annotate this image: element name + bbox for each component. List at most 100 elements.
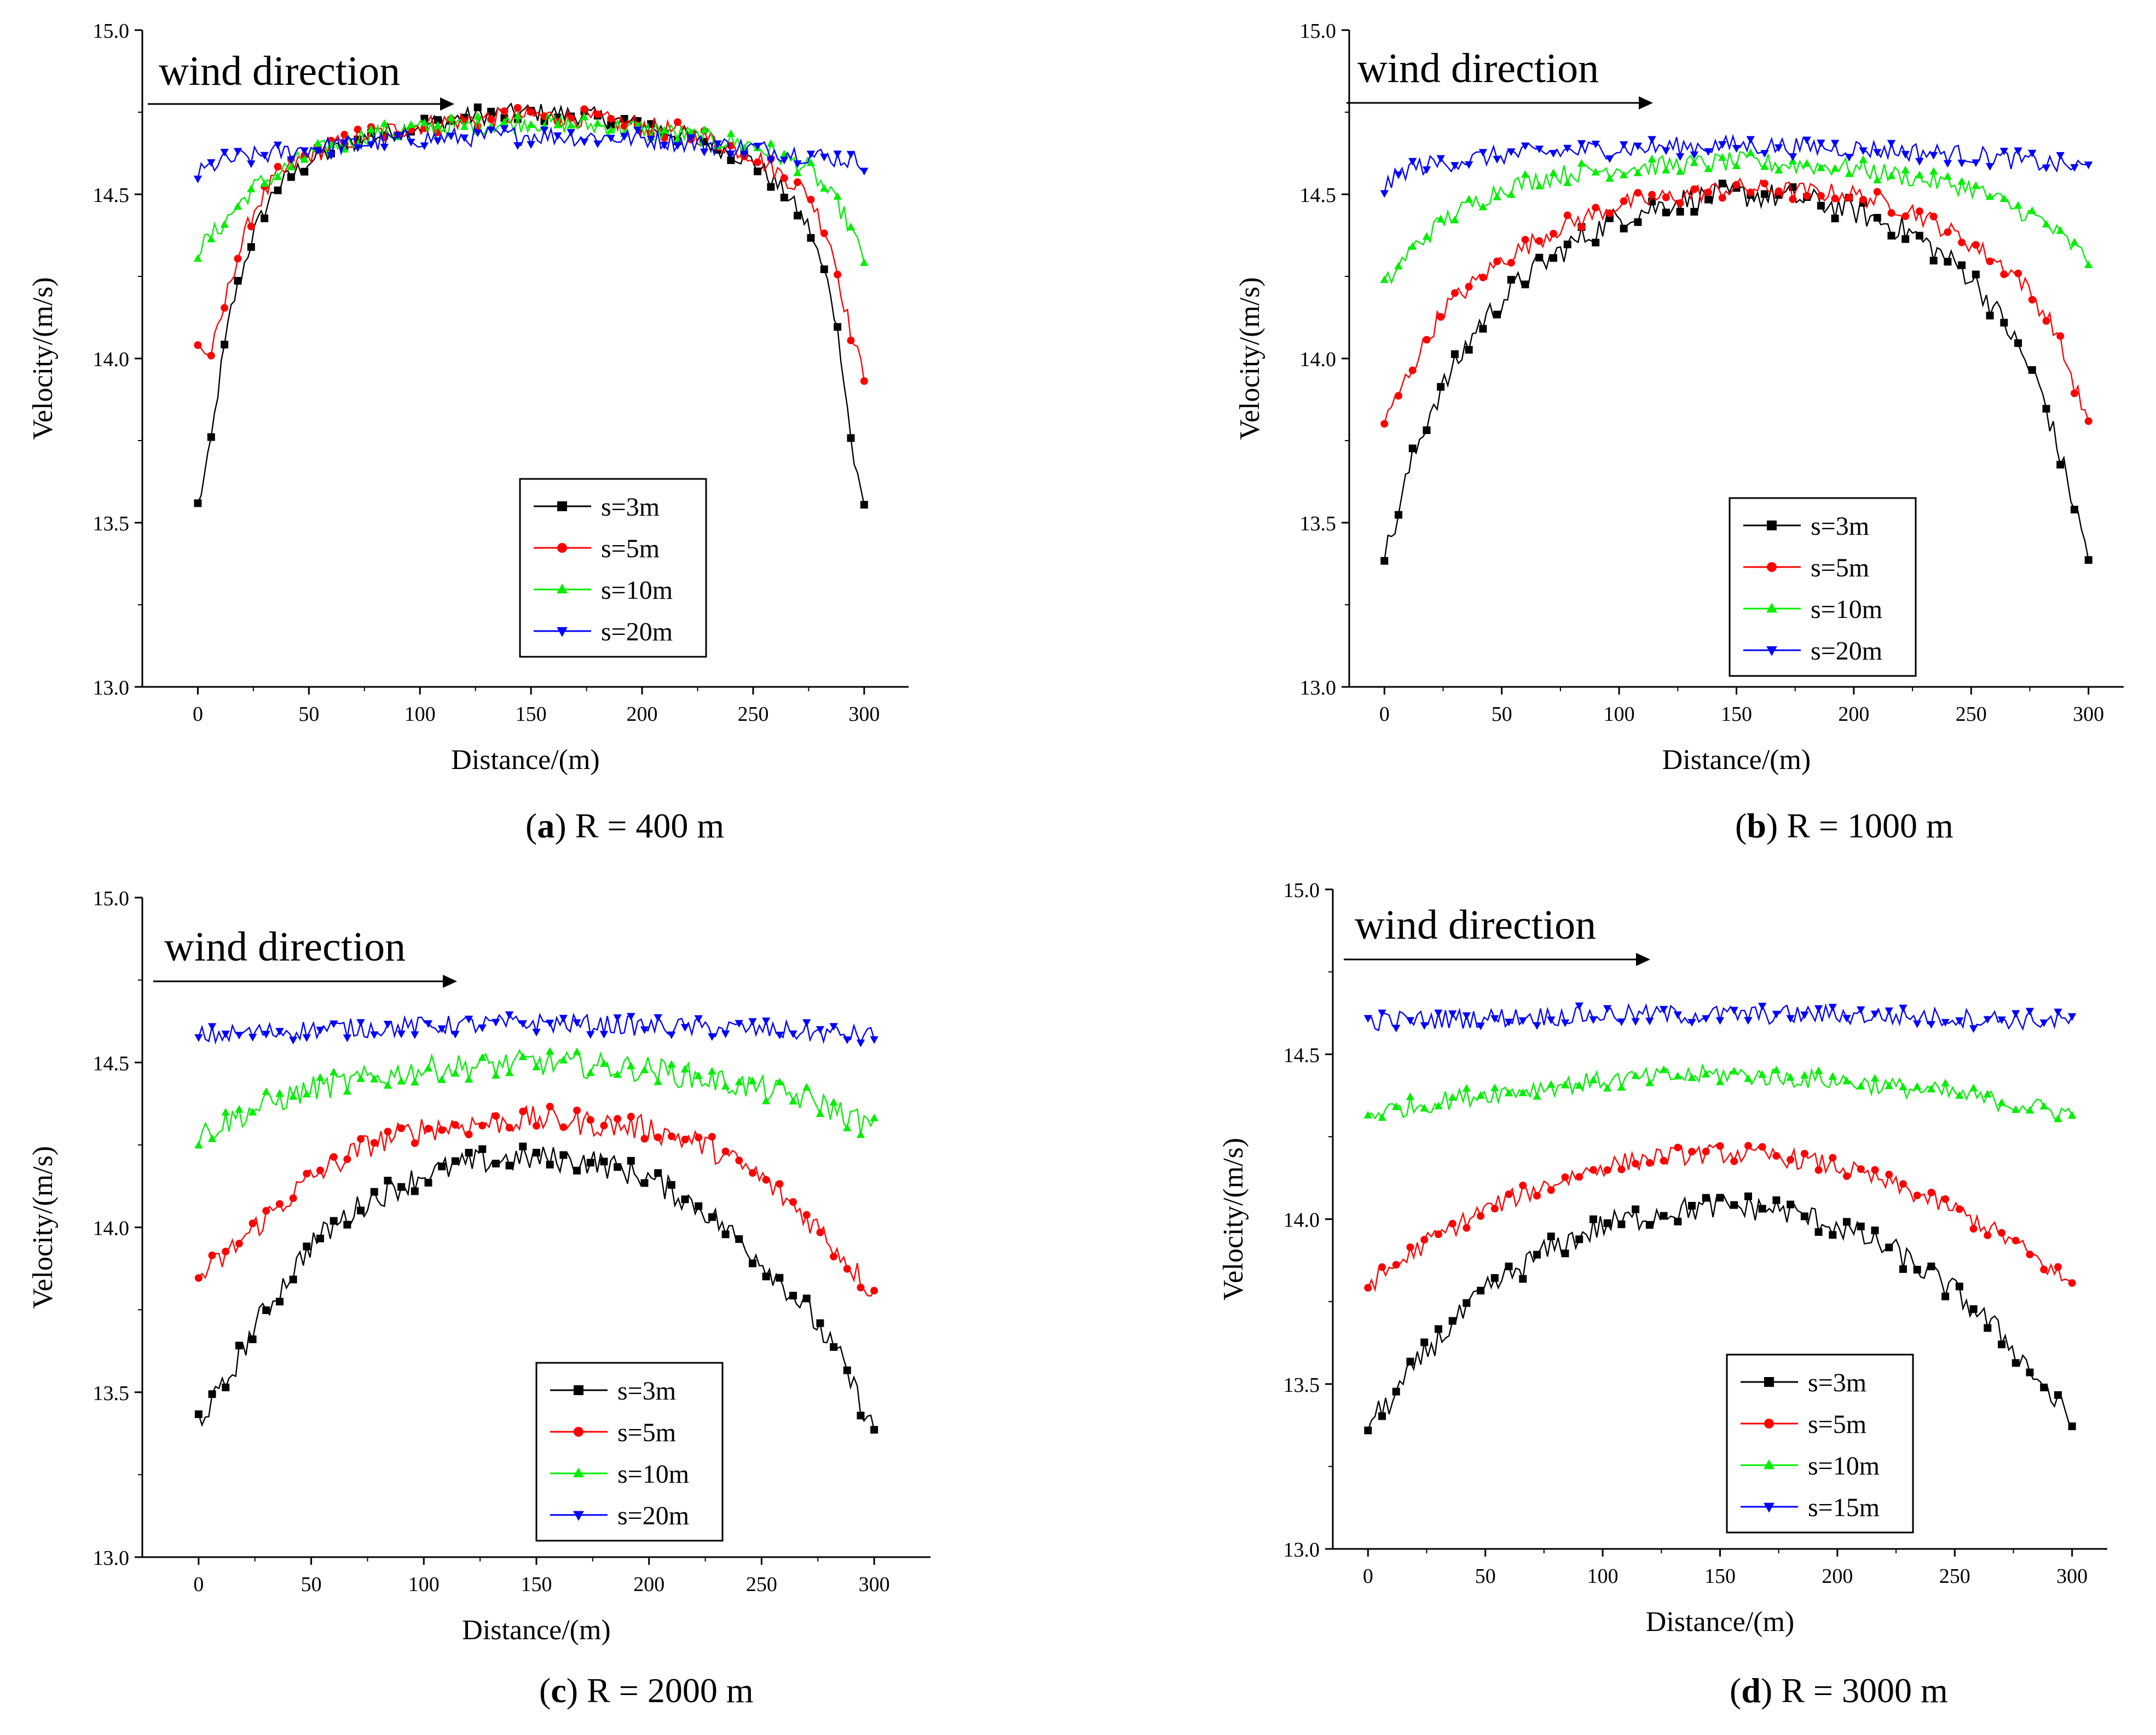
data-point-marker [300, 155, 309, 163]
data-point-marker [384, 1177, 392, 1185]
series-s=3m [1364, 1192, 2076, 1435]
data-point-marker [780, 157, 789, 165]
data-point-marker [221, 1108, 230, 1116]
data-point-marker [1786, 1073, 1795, 1081]
series-s=5m [194, 1102, 878, 1297]
data-point-marker [397, 1077, 406, 1085]
data-point-marker [397, 1030, 406, 1038]
data-point-marker [411, 1139, 419, 1147]
data-point-marker [1406, 1357, 1414, 1366]
data-point-marker [673, 142, 682, 150]
data-point-marker [1955, 1017, 1964, 1025]
data-point-marker [748, 1169, 756, 1177]
data-point-marker [1395, 392, 1403, 400]
data-point-marker [1814, 1005, 1823, 1013]
x-tick-label: 50 [301, 1573, 322, 1596]
data-point-marker [505, 1011, 514, 1019]
panel-caption: (b) R = 1000 m [1735, 806, 1953, 845]
data-point-marker [1789, 195, 1797, 203]
data-point-marker [708, 1067, 716, 1075]
data-point-marker [607, 120, 615, 129]
data-point-marker [1463, 1299, 1471, 1307]
data-point-marker [380, 119, 389, 127]
data-point-marker [1493, 310, 1501, 319]
data-point-marker [694, 1071, 703, 1079]
data-point-marker [233, 148, 242, 156]
data-point-marker [1955, 1205, 1963, 1213]
data-point-marker [505, 1068, 514, 1077]
data-point-marker [1715, 1017, 1725, 1025]
data-point-marker [1941, 1078, 1950, 1086]
data-point-marker [2026, 1251, 2034, 1259]
data-point-marker [370, 1031, 379, 1039]
x-tick-label: 250 [746, 1573, 777, 1596]
series-s=15m [1363, 1002, 2077, 1033]
data-point-marker [478, 1121, 487, 1130]
data-point-marker [1420, 1338, 1429, 1346]
data-point-marker [194, 1141, 203, 1149]
data-point-marker [2026, 1368, 2034, 1377]
data-point-marker [640, 1026, 649, 1034]
data-point-marker [407, 138, 415, 147]
data-point-marker [1521, 142, 1530, 151]
data-point-marker [1984, 1231, 1992, 1240]
data-point-marker [754, 158, 762, 166]
data-point-marker [1603, 1166, 1611, 1174]
data-point-marker [1519, 1181, 1527, 1189]
data-point-marker [464, 1075, 473, 1083]
legend-label: s=10m [1808, 1451, 1880, 1480]
data-point-marker [1507, 148, 1516, 157]
data-point-marker [1758, 1205, 1766, 1213]
data-point-marker [465, 1148, 473, 1156]
data-point-marker [2070, 506, 2078, 514]
data-point-marker [1969, 1225, 1978, 1233]
data-point-marker [1634, 189, 1642, 197]
data-point-marker [1873, 175, 1882, 183]
data-point-marker [1549, 169, 1558, 177]
data-point-marker [1577, 223, 1586, 231]
data-point-marker [607, 114, 615, 123]
data-point-marker [274, 186, 282, 194]
data-point-marker [1873, 213, 1881, 222]
series-line [1384, 177, 2089, 424]
data-point-marker [424, 1125, 432, 1133]
data-point-marker [762, 1176, 770, 1184]
data-point-marker [287, 156, 296, 164]
data-point-marker [1589, 1166, 1597, 1174]
data-point-marker [2054, 1008, 2062, 1016]
data-point-marker [1887, 140, 1896, 148]
data-point-marker [1999, 147, 2009, 155]
data-point-marker [599, 1059, 609, 1067]
data-point-marker [1591, 141, 1600, 149]
data-point-marker [2028, 149, 2037, 158]
y-tick-label: 13.0 [93, 676, 130, 699]
data-point-marker [1648, 136, 1656, 144]
data-point-marker [533, 1121, 540, 1130]
data-point-marker [420, 142, 429, 151]
data-point-marker [303, 1170, 311, 1178]
data-point-marker [1563, 178, 1572, 186]
data-point-marker [1831, 194, 1839, 203]
data-point-marker [1620, 197, 1628, 205]
x-tick-label: 200 [1838, 703, 1869, 726]
data-point-marker [1958, 238, 1966, 246]
data-point-marker [1477, 1212, 1485, 1220]
data-point-marker [262, 1031, 270, 1039]
series-s=3m [194, 1142, 878, 1434]
data-point-marker [437, 1075, 446, 1083]
data-point-marker [1687, 1073, 1696, 1082]
legend-marker [1766, 603, 1777, 613]
data-point-marker [222, 1247, 230, 1256]
data-point-marker [1535, 145, 1544, 153]
data-point-marker [1434, 1230, 1442, 1239]
data-point-marker [1704, 188, 1713, 196]
legend-label: s=5m [601, 534, 660, 563]
data-point-marker [627, 1156, 635, 1165]
data-point-marker [330, 1067, 338, 1075]
data-point-marker [1533, 1092, 1541, 1100]
data-point-marker [843, 1036, 852, 1044]
data-point-marker [1408, 444, 1417, 453]
data-point-marker [465, 1130, 473, 1138]
legend-marker [574, 1427, 583, 1437]
data-point-marker [1392, 1102, 1401, 1111]
